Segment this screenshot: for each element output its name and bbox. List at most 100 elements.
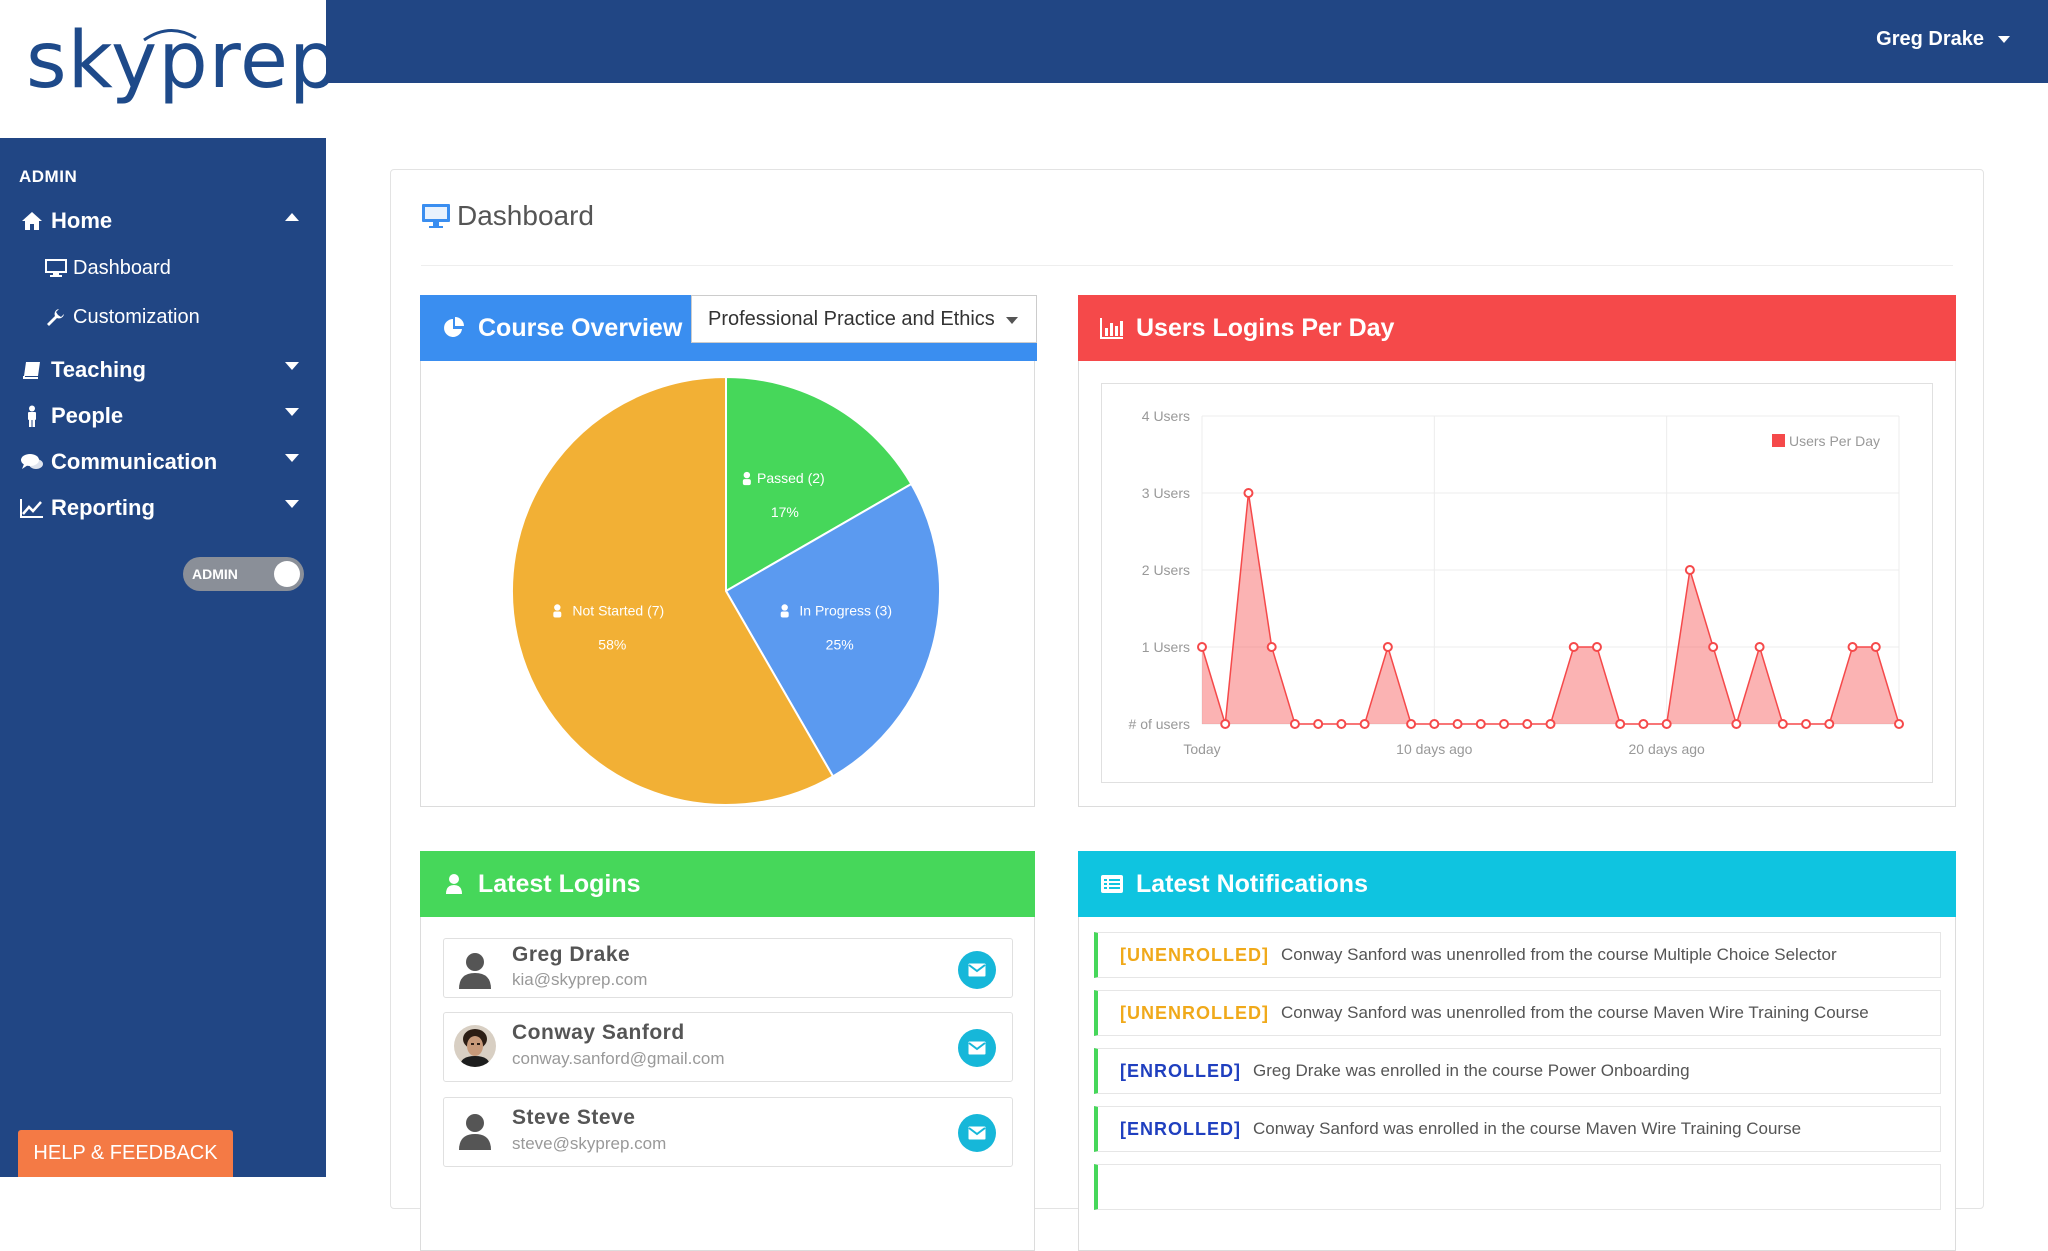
data-point — [1684, 565, 1695, 575]
y-tick-label: 4 Users — [1142, 408, 1190, 424]
data-point — [1359, 719, 1370, 729]
user-icon — [781, 604, 788, 611]
logins-per-day-title: Users Logins Per Day — [1136, 313, 1395, 342]
notification-item[interactable]: [UNENROLLED] Conway Sanford was unenroll… — [1094, 932, 1941, 978]
data-point — [1638, 719, 1649, 729]
chevron-down-icon — [285, 454, 299, 462]
monitor-icon — [45, 258, 67, 278]
send-message-button[interactable] — [958, 1114, 996, 1152]
envelope-icon — [968, 1041, 986, 1055]
help-feedback-button[interactable]: HELP & FEEDBACK — [18, 1130, 233, 1177]
sidebar-item-people[interactable]: People — [19, 398, 299, 434]
login-row[interactable]: Greg Drake kia@skyprep.com — [443, 938, 1013, 998]
notification-item[interactable]: [ENROLLED] Conway Sanford was enrolled i… — [1094, 1106, 1941, 1152]
latest-notifications-title: Latest Notifications — [1136, 869, 1368, 898]
data-point — [1824, 719, 1835, 729]
user-name: Steve Steve — [512, 1106, 636, 1129]
book-icon — [19, 359, 45, 381]
chevron-down-icon — [285, 362, 299, 370]
line-chart-icon — [19, 497, 45, 519]
notification-item[interactable]: [UNENROLLED] Conway Sanford was unenroll… — [1094, 990, 1941, 1036]
data-point — [1615, 719, 1626, 729]
pie-slice-label: Not Started (7) — [572, 602, 664, 618]
sidebar-item-dashboard[interactable]: Dashboard — [45, 251, 171, 285]
area-fill — [1202, 493, 1899, 724]
data-point — [1266, 642, 1277, 652]
course-overview-card: Course Overview Professional Practice an… — [420, 295, 1037, 807]
notification-text: Conway Sanford was unenrolled from the c… — [1281, 1003, 1869, 1022]
user-name: Greg Drake — [1876, 28, 1984, 50]
sidebar-item-communication[interactable]: Communication — [19, 444, 299, 480]
monitor-icon — [422, 204, 450, 228]
header-bar — [691, 343, 1037, 361]
sidebar-item-label: Home — [51, 208, 113, 233]
dashboard-panel: Dashboard Course Overview Professional P… — [390, 169, 1984, 1251]
chevron-up-icon — [285, 213, 299, 221]
y-tick-label: 2 Users — [1142, 562, 1190, 578]
data-point — [1661, 719, 1672, 729]
data-point — [1452, 719, 1463, 729]
logo-swoosh-icon — [143, 29, 197, 42]
course-select[interactable]: Professional Practice and Ethics — [691, 295, 1037, 343]
user-email: kia@skyprep.com — [512, 970, 648, 989]
divider — [421, 265, 1953, 266]
chart-frame: # of users 1 Users 2 Users 3 Users 4 Users To… — [1101, 383, 1933, 783]
logins-area-chart: # of users 1 Users 2 Users 3 Users 4 Users To… — [1129, 408, 1904, 757]
notification-tag: [ENROLLED] — [1120, 1060, 1241, 1081]
admin-toggle-label: ADMIN — [192, 566, 238, 582]
sidebar-section-label: ADMIN — [19, 167, 78, 186]
logo-text: skyprep — [26, 16, 340, 106]
default-avatar-icon — [459, 1114, 491, 1150]
logins-per-day-header: Users Logins Per Day — [1078, 295, 1956, 361]
send-message-button[interactable] — [958, 1029, 996, 1067]
toggle-knob — [274, 561, 300, 587]
data-point — [1522, 719, 1533, 729]
notification-item[interactable]: [ENROLLED] Greg Drake was enrolled in th… — [1094, 1048, 1941, 1094]
envelope-icon — [968, 1126, 986, 1140]
user-email: conway.sanford@gmail.com — [512, 1049, 725, 1068]
chevron-down-icon — [1006, 317, 1018, 324]
user-menu[interactable]: Greg Drake — [1876, 28, 2010, 51]
legend-label: Users Per Day — [1789, 433, 1880, 449]
data-point — [1545, 719, 1556, 729]
pie-slice — [511, 375, 835, 806]
notification-text: Conway Sanford was unenrolled from the c… — [1281, 945, 1837, 964]
notification-item[interactable] — [1094, 1164, 1941, 1210]
data-point — [1243, 488, 1254, 498]
data-point — [1336, 719, 1347, 729]
page-title: Dashboard — [457, 200, 594, 231]
chevron-down-icon — [285, 408, 299, 416]
notification-text: Conway Sanford was enrolled in the cours… — [1253, 1119, 1802, 1138]
course-select-value: Professional Practice and Ethics — [708, 307, 995, 330]
data-point — [1731, 719, 1742, 729]
sidebar-subitem-label: Customization — [73, 305, 200, 328]
data-point — [1313, 719, 1324, 729]
person-icon — [19, 405, 45, 427]
data-point — [1591, 642, 1602, 652]
pie-slice — [725, 375, 913, 593]
sidebar-item-label: Reporting — [51, 495, 155, 520]
admin-toggle[interactable]: ADMIN — [183, 557, 304, 591]
chat-icon — [19, 451, 45, 473]
pie-slice-percent: 58% — [598, 636, 626, 652]
user-name: Conway Sanford — [512, 1021, 685, 1044]
sidebar-item-home[interactable]: Home — [19, 203, 299, 239]
pie-slice — [724, 482, 941, 778]
sidebar-item-reporting[interactable]: Reporting — [19, 490, 299, 526]
user-email: steve@skyprep.com — [512, 1134, 667, 1153]
pie-slice-percent: 25% — [826, 636, 854, 652]
login-row[interactable]: Steve Steve steve@skyprep.com — [443, 1097, 1013, 1167]
home-icon — [19, 210, 45, 232]
y-tick-label: # of users — [1129, 716, 1190, 732]
send-message-button[interactable] — [958, 951, 996, 989]
data-point — [1220, 719, 1231, 729]
logo[interactable]: skyprep — [0, 0, 339, 138]
sidebar-item-label: Teaching — [51, 357, 146, 382]
series-line — [1201, 492, 1900, 727]
sidebar-item-teaching[interactable]: Teaching — [19, 352, 299, 388]
x-tick-label: 10 days ago — [1396, 741, 1472, 757]
course-overview-header: Course Overview — [420, 295, 691, 361]
data-point — [1777, 719, 1788, 729]
sidebar-item-customization[interactable]: Customization — [45, 300, 200, 334]
login-row[interactable]: Conway Sanford conway.sanford@gmail.com — [443, 1012, 1013, 1082]
